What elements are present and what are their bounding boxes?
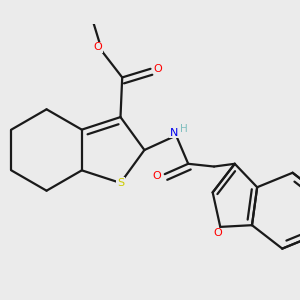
Text: H: H [180,124,188,134]
Text: O: O [153,171,161,181]
Text: O: O [213,228,222,238]
Text: S: S [117,178,124,188]
Text: N: N [170,128,178,138]
Text: O: O [94,42,102,52]
Text: O: O [154,64,162,74]
